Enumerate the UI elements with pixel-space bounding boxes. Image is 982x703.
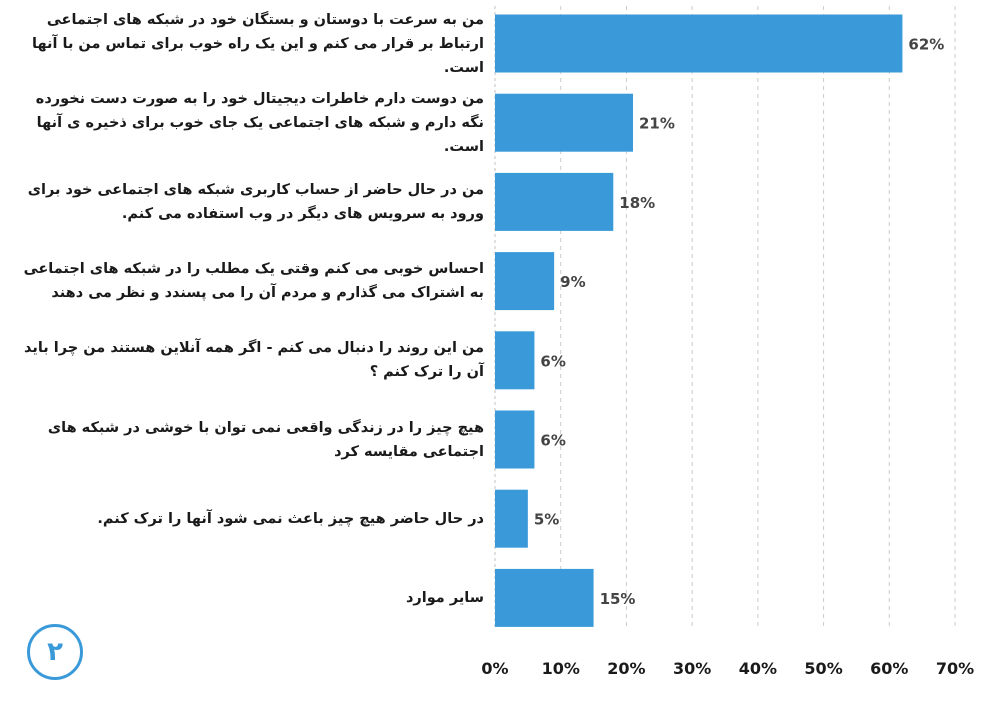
bar bbox=[495, 14, 903, 73]
bar-value-label: 6% bbox=[540, 432, 565, 450]
x-axis-tick-labels: 0% 10% 20% 30% 40% 50% 60% 70% bbox=[481, 659, 974, 678]
bar bbox=[495, 252, 555, 311]
x-tick-label: 40% bbox=[739, 659, 777, 678]
x-tick-label: 60% bbox=[870, 659, 908, 678]
x-tick-label: 50% bbox=[804, 659, 842, 678]
bar bbox=[495, 331, 535, 390]
x-tick-label: 30% bbox=[673, 659, 711, 678]
category-label: سایر موارد bbox=[405, 589, 484, 606]
category-label: هیچ چیز را در زندگی واقعی نمی توان با خو… bbox=[47, 419, 484, 460]
bar bbox=[495, 172, 614, 231]
bar-value-label: 18% bbox=[619, 194, 655, 212]
category-label: من در حال حاضر از حساب کاربری شبکه های ا… bbox=[27, 181, 484, 222]
value-labels: 62% 21% 18% 9% 6% 6% 5% 15% bbox=[534, 36, 944, 608]
bar bbox=[495, 93, 633, 152]
bar-value-label: 9% bbox=[560, 273, 585, 291]
category-label: من دوست دارم خاطرات دیجیتال خود را به صو… bbox=[35, 90, 484, 155]
bar-value-label: 62% bbox=[908, 36, 944, 54]
bar-value-label: 5% bbox=[534, 511, 559, 529]
bar bbox=[495, 489, 528, 548]
category-label: احساس خوبی می کنم وقتی یک مطلب را در شبک… bbox=[23, 261, 484, 302]
x-tick-label: 0% bbox=[481, 659, 508, 678]
category-label: من این روند را دنبال می کنم - اگر همه آن… bbox=[24, 340, 484, 381]
page-number-badge: ۲ bbox=[27, 624, 83, 680]
category-label: در حال حاضر هیچ چیز باعث نمی شود آنها را… bbox=[97, 510, 484, 527]
x-tick-label: 10% bbox=[542, 659, 580, 678]
bars bbox=[495, 14, 903, 627]
bar-value-label: 21% bbox=[639, 115, 675, 133]
bar bbox=[495, 568, 594, 627]
bar-value-label: 6% bbox=[540, 352, 565, 370]
x-tick-label: 70% bbox=[936, 659, 974, 678]
category-label: من به سرعت با دوستان و بستگان خود در شبک… bbox=[32, 11, 484, 76]
x-tick-label: 20% bbox=[607, 659, 645, 678]
bar-value-label: 15% bbox=[600, 590, 636, 608]
bar bbox=[495, 410, 535, 469]
